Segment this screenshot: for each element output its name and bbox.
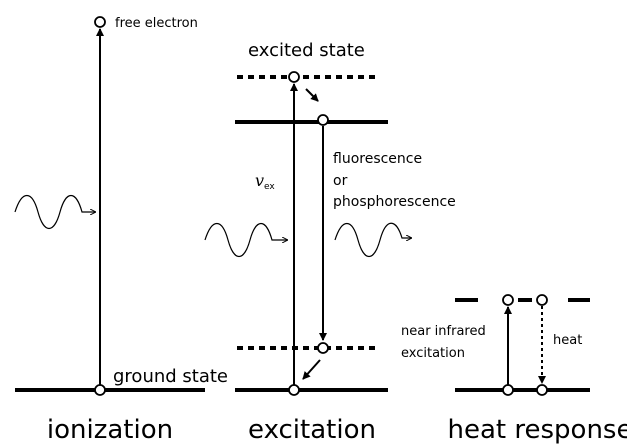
electron [502, 294, 514, 306]
photon-wave [204, 222, 288, 258]
ionization-panel: free electron ground state [14, 16, 228, 396]
electron [536, 384, 548, 396]
nu-label: vex [255, 171, 275, 192]
excitation-panel: excited state fluorescence or phosphores… [204, 40, 456, 396]
label: excited state [248, 40, 365, 61]
electron [288, 384, 300, 396]
electron [94, 384, 106, 396]
label: or [333, 173, 348, 189]
label: near infrared [401, 324, 486, 339]
label: fluorescence [333, 151, 422, 167]
label: heat [553, 333, 582, 348]
relax-arrow [305, 88, 319, 102]
label: ground state [113, 366, 228, 387]
label: phosphorescence [333, 194, 456, 210]
electron [536, 294, 548, 306]
electron [317, 114, 329, 126]
electron [502, 384, 514, 396]
electron [94, 16, 106, 28]
photon-wave [334, 222, 412, 258]
nu-subscript: ex [264, 182, 275, 192]
photon-wave [14, 194, 96, 230]
nu: v [255, 171, 264, 190]
panel-title: excitation [248, 415, 376, 445]
panel-title: ionization [47, 415, 173, 445]
relax-arrow [302, 359, 321, 380]
label: free electron [115, 16, 198, 31]
electron [288, 71, 300, 83]
panel-title: heat response [448, 415, 627, 445]
electron [317, 342, 329, 354]
heat-panel: near infrared excitation heat [401, 294, 590, 396]
label: excitation [401, 346, 465, 361]
